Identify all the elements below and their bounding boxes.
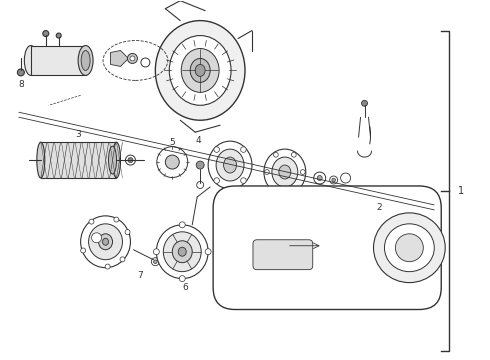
Circle shape [265, 170, 270, 175]
Ellipse shape [98, 234, 113, 250]
Ellipse shape [181, 49, 219, 92]
Circle shape [125, 230, 130, 235]
Circle shape [179, 222, 185, 228]
Circle shape [292, 187, 296, 192]
Polygon shape [111, 50, 128, 67]
Text: 1: 1 [458, 186, 464, 196]
Ellipse shape [169, 36, 231, 105]
Ellipse shape [279, 165, 291, 179]
Circle shape [125, 155, 135, 165]
Text: 7: 7 [138, 271, 143, 280]
Bar [31, 45, 86, 75]
Circle shape [273, 152, 278, 157]
Circle shape [214, 178, 220, 183]
Circle shape [17, 69, 24, 76]
Ellipse shape [78, 45, 93, 75]
Circle shape [292, 152, 296, 157]
Circle shape [153, 260, 157, 264]
Ellipse shape [89, 224, 122, 260]
Circle shape [127, 54, 137, 63]
Ellipse shape [102, 238, 108, 245]
Circle shape [241, 178, 246, 183]
Circle shape [241, 147, 246, 152]
Ellipse shape [113, 142, 121, 178]
Ellipse shape [264, 149, 306, 195]
Ellipse shape [81, 50, 90, 71]
Ellipse shape [37, 142, 45, 178]
Ellipse shape [223, 157, 237, 173]
Bar [41, 142, 117, 178]
Text: 3: 3 [76, 130, 81, 139]
Text: 5: 5 [170, 138, 175, 147]
Ellipse shape [155, 21, 245, 120]
Circle shape [43, 31, 49, 37]
Circle shape [341, 173, 350, 183]
Text: 2: 2 [377, 203, 382, 212]
Ellipse shape [395, 234, 423, 262]
Ellipse shape [216, 149, 244, 181]
Circle shape [151, 258, 159, 266]
Ellipse shape [195, 64, 205, 76]
Ellipse shape [373, 213, 445, 283]
Ellipse shape [156, 225, 208, 279]
Circle shape [214, 147, 220, 152]
FancyBboxPatch shape [213, 186, 441, 310]
Circle shape [130, 56, 135, 61]
Text: 8: 8 [18, 80, 24, 89]
Ellipse shape [163, 232, 201, 272]
Circle shape [314, 172, 326, 184]
Circle shape [317, 176, 322, 180]
Circle shape [141, 58, 150, 67]
Text: 6: 6 [182, 283, 188, 292]
Ellipse shape [385, 224, 434, 272]
Circle shape [196, 181, 204, 189]
FancyBboxPatch shape [253, 240, 313, 270]
Ellipse shape [81, 216, 130, 268]
Circle shape [92, 233, 101, 243]
Circle shape [179, 276, 185, 282]
Circle shape [89, 219, 94, 224]
Ellipse shape [172, 241, 192, 263]
Circle shape [114, 217, 119, 222]
Ellipse shape [272, 157, 298, 187]
Circle shape [165, 155, 179, 169]
Circle shape [362, 100, 368, 106]
Circle shape [332, 178, 336, 182]
Circle shape [196, 161, 204, 169]
Text: 4: 4 [196, 136, 201, 145]
Circle shape [330, 176, 338, 184]
Circle shape [128, 158, 133, 163]
Circle shape [157, 147, 188, 177]
Circle shape [273, 187, 278, 192]
Ellipse shape [190, 58, 210, 82]
Ellipse shape [108, 146, 117, 174]
Ellipse shape [208, 141, 252, 189]
Circle shape [300, 170, 305, 175]
Circle shape [105, 264, 110, 269]
Circle shape [81, 248, 86, 253]
Circle shape [56, 33, 61, 38]
Circle shape [153, 249, 159, 255]
Ellipse shape [178, 247, 186, 256]
Ellipse shape [24, 45, 37, 75]
Circle shape [120, 257, 125, 262]
Circle shape [205, 249, 211, 255]
